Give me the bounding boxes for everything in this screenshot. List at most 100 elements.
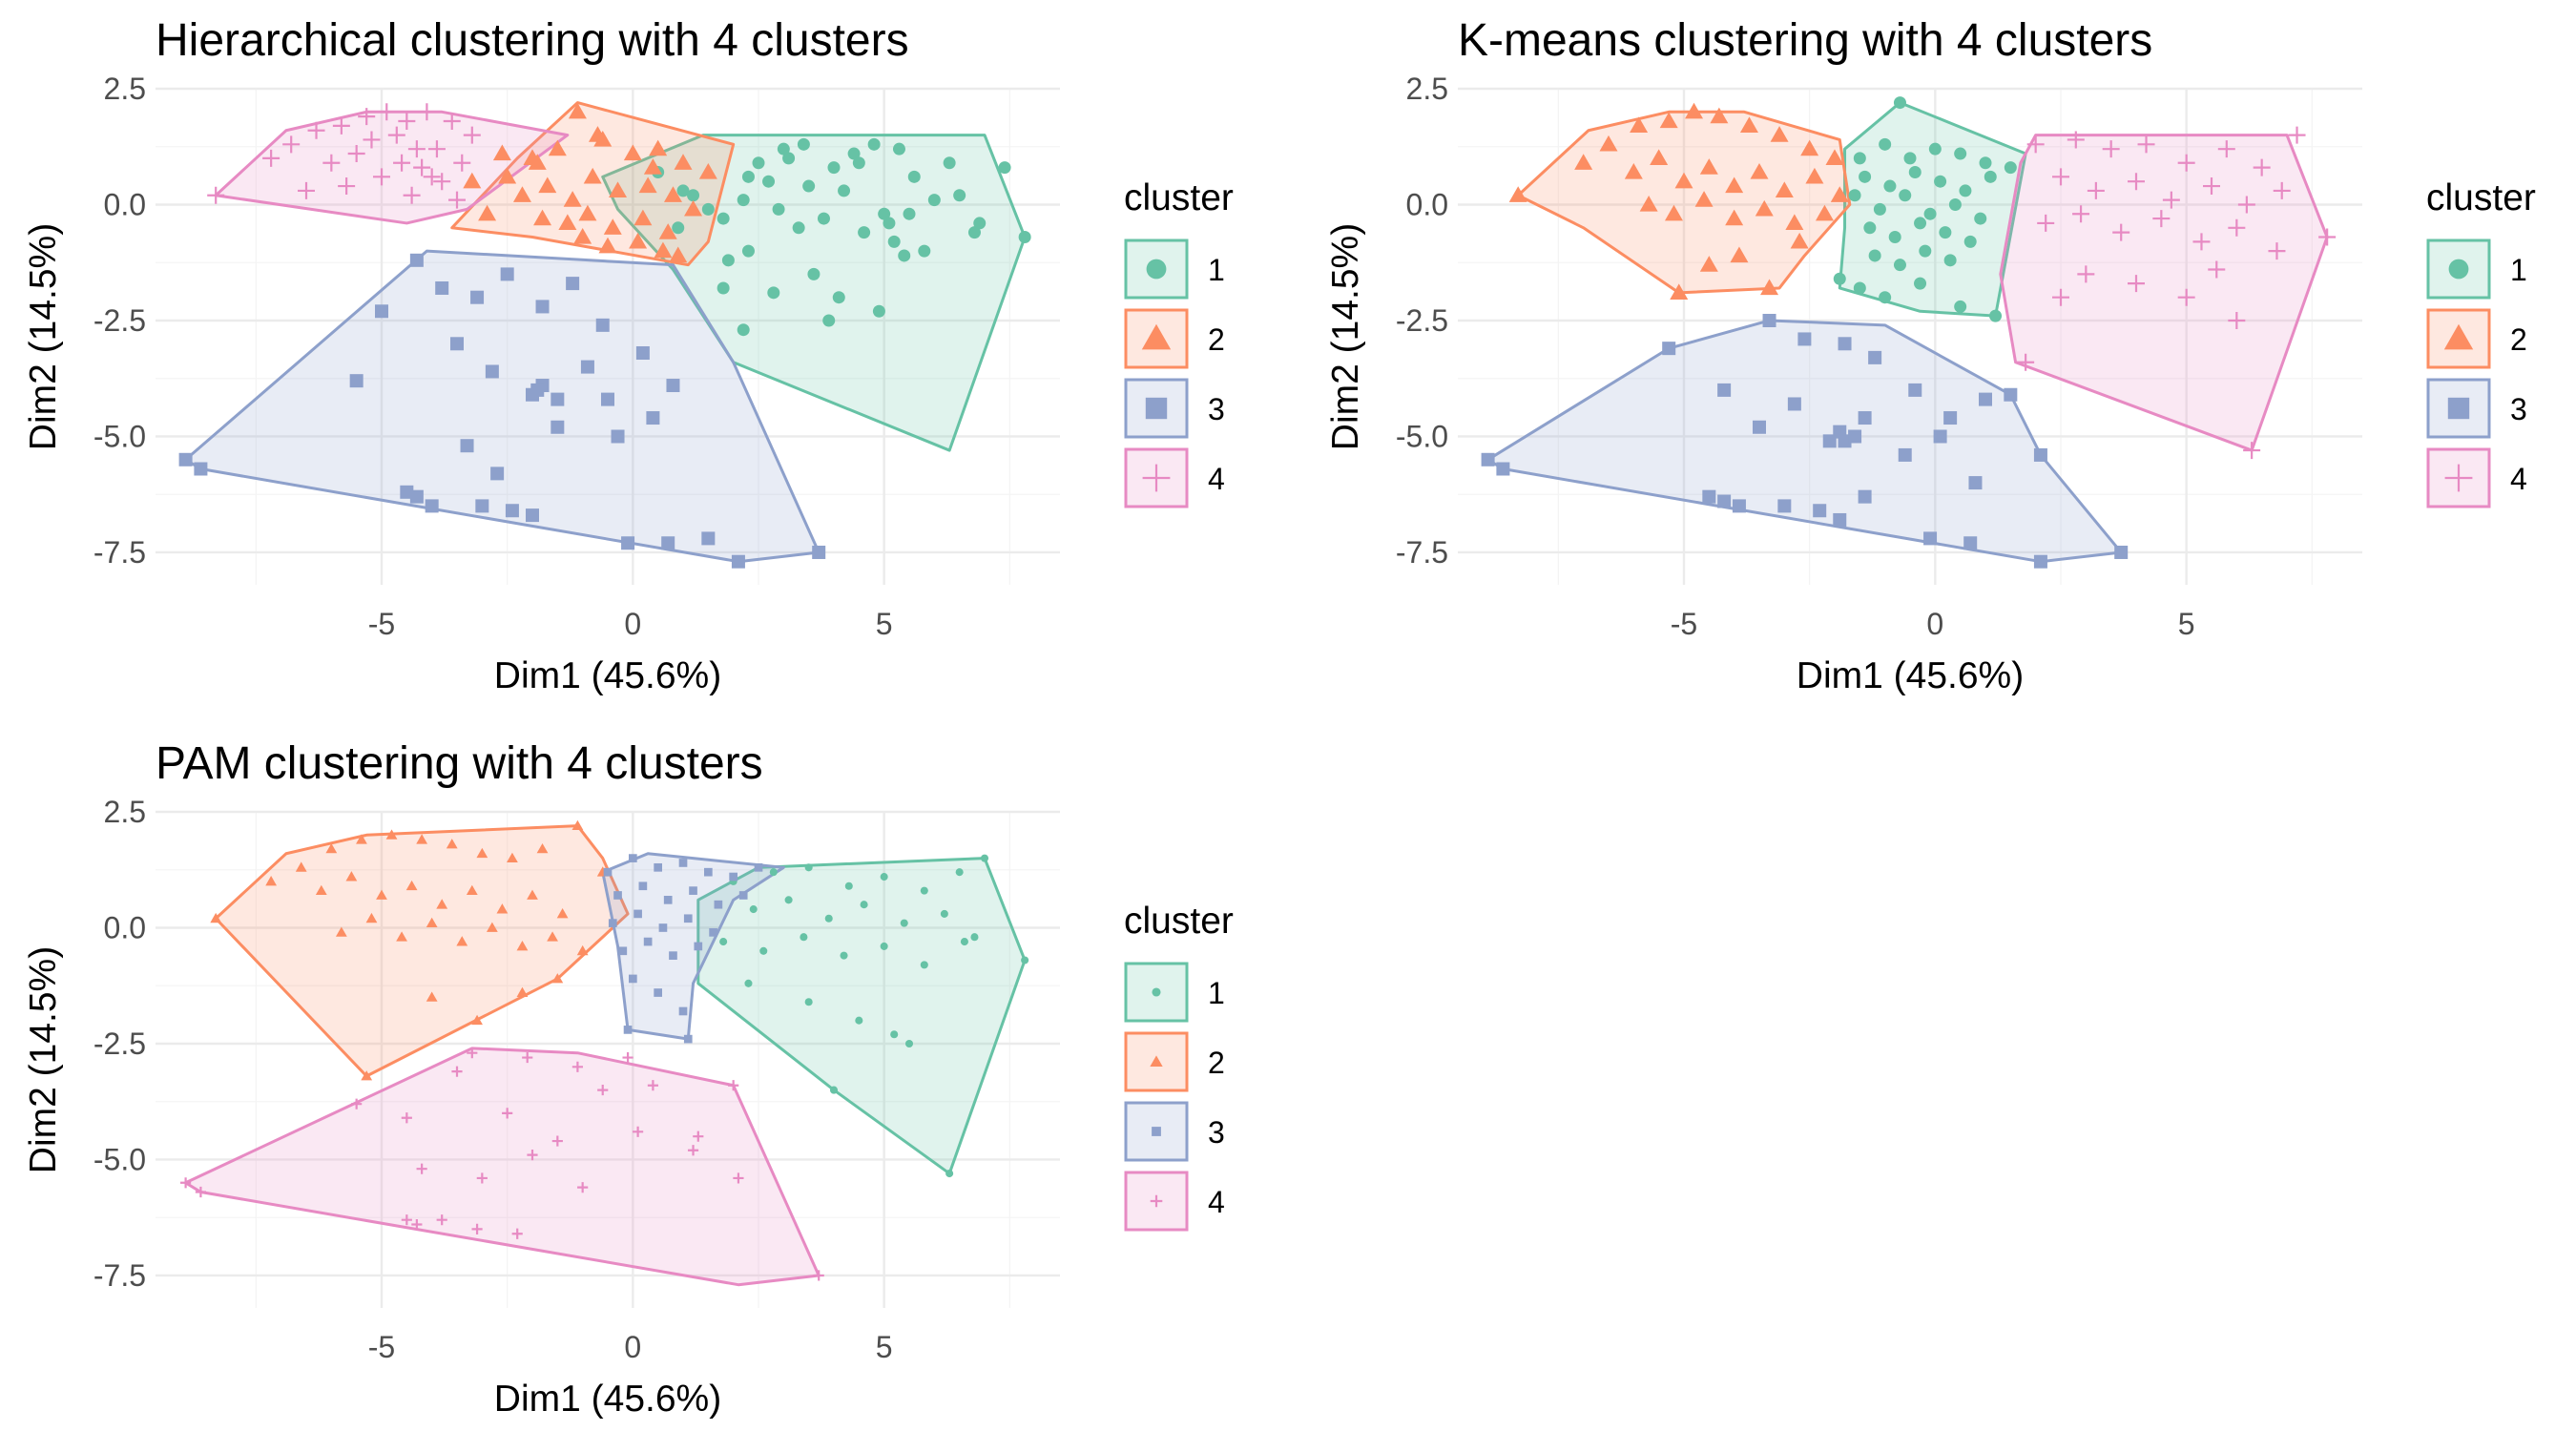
data-point-cluster-4 <box>423 168 441 186</box>
data-point-cluster-4 <box>2208 260 2226 279</box>
legend-label-3: 3 <box>2510 392 2527 426</box>
data-point-cluster-1 <box>1863 221 1877 235</box>
cluster-hull-4 <box>184 1047 821 1287</box>
plot-grid <box>156 810 1060 1308</box>
data-point-cluster-4 <box>2087 181 2105 199</box>
data-point-cluster-3 <box>1943 411 1958 425</box>
data-point-cluster-2 <box>1659 112 1678 129</box>
data-point-cluster-4 <box>2137 135 2155 154</box>
data-point-cluster-2 <box>1630 116 1649 134</box>
data-point-cluster-4 <box>2177 154 2195 172</box>
data-point-cluster-2 <box>538 176 557 194</box>
y-tick-label: -7.5 <box>93 1258 146 1293</box>
data-point-cluster-1 <box>920 961 928 969</box>
data-point-cluster-1 <box>920 886 928 895</box>
data-point-cluster-2 <box>315 884 327 896</box>
data-point-cluster-1 <box>701 202 715 216</box>
data-point-cluster-4 <box>407 140 426 158</box>
data-point-cluster-3 <box>634 909 642 919</box>
cluster-points-2 <box>463 102 717 263</box>
data-point-cluster-2 <box>603 218 622 235</box>
data-point-cluster-1 <box>878 207 891 220</box>
data-point-cluster-4 <box>2228 311 2246 329</box>
data-point-cluster-2 <box>527 889 538 900</box>
data-point-cluster-1 <box>898 249 911 262</box>
data-point-cluster-3 <box>812 545 826 559</box>
data-point-cluster-3 <box>1979 392 1992 406</box>
data-point-cluster-1 <box>1928 142 1942 156</box>
legend-label-1: 1 <box>2510 253 2527 287</box>
data-point-cluster-4 <box>2217 140 2235 158</box>
data-point-cluster-1 <box>767 286 780 300</box>
data-point-cluster-1 <box>945 1170 954 1178</box>
data-point-cluster-4 <box>398 113 416 131</box>
data-point-cluster-4 <box>622 1051 634 1064</box>
data-point-cluster-3 <box>194 462 208 476</box>
chart-title: K-means clustering with 4 clusters <box>1458 15 2152 66</box>
data-point-cluster-2 <box>623 144 642 161</box>
data-point-cluster-1 <box>1853 281 1866 295</box>
data-point-cluster-2 <box>556 908 569 919</box>
legend-marker-4 <box>1142 464 1171 492</box>
data-point-cluster-1 <box>940 909 948 918</box>
data-point-cluster-2 <box>405 880 418 891</box>
data-point-cluster-2 <box>512 186 531 202</box>
data-point-cluster-3 <box>178 452 193 467</box>
data-point-cluster-3 <box>1787 397 1801 411</box>
data-point-cluster-4 <box>527 1150 538 1161</box>
data-point-cluster-1 <box>749 905 758 914</box>
legend-marker-2 <box>1141 323 1172 350</box>
data-point-cluster-2 <box>1639 195 1658 212</box>
data-point-cluster-2 <box>426 991 438 1002</box>
data-point-cluster-1 <box>721 254 735 267</box>
data-point-cluster-1 <box>860 901 868 909</box>
x-axis-title: Dim1 (45.6%) <box>494 655 721 696</box>
data-point-cluster-1 <box>852 156 865 170</box>
x-axis-title: Dim1 (45.6%) <box>1797 655 2024 696</box>
data-point-cluster-2 <box>1725 209 1744 226</box>
data-point-cluster-3 <box>1496 462 1510 476</box>
data-point-cluster-3 <box>1732 499 1746 513</box>
data-point-cluster-1 <box>900 919 908 927</box>
data-point-cluster-1 <box>887 235 901 248</box>
data-point-cluster-3 <box>551 392 565 406</box>
data-point-cluster-4 <box>363 131 381 149</box>
data-point-cluster-3 <box>1777 499 1792 513</box>
data-point-cluster-2 <box>1775 181 1794 198</box>
data-point-cluster-1 <box>1848 189 1861 202</box>
data-point-cluster-3 <box>551 420 565 434</box>
data-point-cluster-2 <box>1725 176 1744 194</box>
legend-item-1: 1 <box>1124 962 1225 1023</box>
data-point-cluster-1 <box>1868 249 1881 262</box>
data-point-cluster-4 <box>373 168 390 186</box>
x-tick-label: 0 <box>624 607 641 641</box>
x-tick-label: 0 <box>1926 607 1943 641</box>
data-point-cluster-3 <box>714 900 723 909</box>
cluster-points-4 <box>2017 126 2337 460</box>
data-point-cluster-2 <box>548 139 567 156</box>
data-point-cluster-1 <box>822 314 836 327</box>
x-tick-label: 5 <box>2178 607 2195 641</box>
data-point-cluster-3 <box>475 499 489 513</box>
data-point-cluster-3 <box>683 914 693 923</box>
data-point-cluster-1 <box>1873 202 1886 216</box>
data-point-cluster-2 <box>1694 191 1714 207</box>
data-point-cluster-4 <box>551 1135 563 1147</box>
data-point-cluster-2 <box>1790 232 1809 249</box>
data-point-cluster-2 <box>558 214 577 231</box>
data-point-cluster-1 <box>741 170 755 183</box>
data-point-cluster-1 <box>1879 291 1892 304</box>
data-point-cluster-4 <box>413 158 431 176</box>
data-point-cluster-3 <box>1762 313 1776 327</box>
legend-marker-2 <box>2443 323 2474 350</box>
data-point-cluster-3 <box>621 536 635 550</box>
data-point-cluster-2 <box>1825 149 1844 166</box>
data-point-cluster-2 <box>1760 279 1779 296</box>
data-point-cluster-4 <box>647 1080 658 1091</box>
x-tick-label: 5 <box>876 607 893 641</box>
legend-title: cluster <box>2426 177 2536 218</box>
data-point-cluster-4 <box>2077 265 2095 283</box>
data-point-cluster-2 <box>698 162 717 179</box>
data-point-cluster-4 <box>443 113 461 131</box>
data-point-cluster-1 <box>1989 309 2003 322</box>
